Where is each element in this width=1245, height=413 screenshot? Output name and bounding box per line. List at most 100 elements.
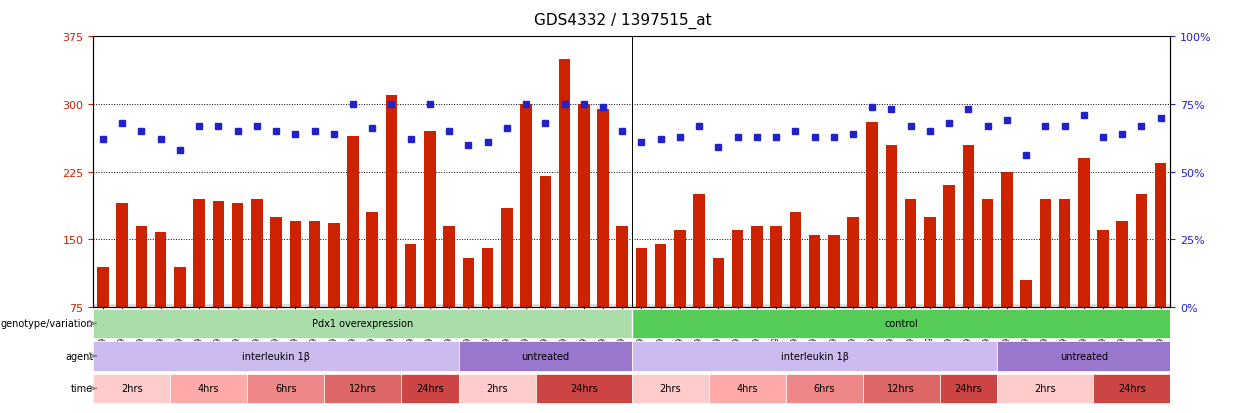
Bar bbox=[401, 305, 421, 307]
Bar bbox=[112, 305, 132, 307]
Bar bbox=[421, 305, 439, 307]
FancyBboxPatch shape bbox=[708, 374, 786, 403]
FancyBboxPatch shape bbox=[93, 374, 171, 403]
Bar bbox=[1040, 199, 1051, 375]
Text: 24hrs: 24hrs bbox=[570, 384, 598, 394]
Bar bbox=[1152, 305, 1170, 307]
Bar bbox=[806, 305, 824, 307]
Text: time: time bbox=[71, 384, 93, 394]
Bar bbox=[824, 305, 843, 307]
FancyBboxPatch shape bbox=[458, 374, 535, 403]
Bar bbox=[290, 222, 301, 375]
Text: Pdx1 overexpression: Pdx1 overexpression bbox=[312, 319, 413, 329]
Bar bbox=[443, 226, 454, 375]
Bar bbox=[1117, 222, 1128, 375]
Bar bbox=[997, 305, 1016, 307]
Bar bbox=[1113, 305, 1132, 307]
Bar bbox=[497, 305, 517, 307]
FancyBboxPatch shape bbox=[324, 374, 401, 403]
Bar bbox=[232, 204, 243, 375]
Bar bbox=[747, 305, 767, 307]
Bar bbox=[386, 96, 397, 375]
Bar bbox=[940, 305, 959, 307]
Bar bbox=[751, 226, 763, 375]
Text: 4hrs: 4hrs bbox=[198, 384, 219, 394]
Bar bbox=[327, 224, 340, 375]
Bar bbox=[708, 305, 728, 307]
Text: 4hrs: 4hrs bbox=[737, 384, 758, 394]
Bar bbox=[728, 305, 747, 307]
Bar bbox=[248, 305, 266, 307]
Bar bbox=[151, 305, 171, 307]
Bar bbox=[962, 145, 974, 375]
Bar bbox=[132, 305, 151, 307]
Bar bbox=[309, 222, 320, 375]
Text: genotype/variation: genotype/variation bbox=[1, 319, 93, 329]
Bar bbox=[463, 258, 474, 375]
Text: 12hrs: 12hrs bbox=[888, 384, 915, 394]
Bar bbox=[1078, 159, 1089, 375]
Text: 2hrs: 2hrs bbox=[487, 384, 508, 394]
Text: interleukin 1β: interleukin 1β bbox=[781, 351, 849, 361]
Bar bbox=[690, 305, 708, 307]
Bar bbox=[863, 305, 881, 307]
FancyBboxPatch shape bbox=[940, 374, 997, 403]
FancyBboxPatch shape bbox=[401, 374, 458, 403]
Text: 2hrs: 2hrs bbox=[660, 384, 681, 394]
Text: 24hrs: 24hrs bbox=[416, 384, 443, 394]
Bar bbox=[670, 305, 690, 307]
Bar bbox=[959, 305, 979, 307]
Bar bbox=[1135, 195, 1147, 375]
Bar bbox=[944, 186, 955, 375]
FancyBboxPatch shape bbox=[1093, 374, 1170, 403]
Bar bbox=[1058, 199, 1071, 375]
Bar bbox=[520, 105, 532, 375]
FancyBboxPatch shape bbox=[786, 374, 863, 403]
Bar bbox=[1055, 305, 1074, 307]
Bar bbox=[979, 305, 997, 307]
Bar bbox=[1097, 231, 1109, 375]
Text: interleukin 1β: interleukin 1β bbox=[242, 351, 310, 361]
Bar bbox=[366, 213, 378, 375]
Bar bbox=[517, 305, 535, 307]
Bar bbox=[848, 217, 859, 375]
Bar bbox=[789, 213, 801, 375]
Bar bbox=[362, 305, 382, 307]
Bar bbox=[809, 235, 820, 375]
Bar bbox=[193, 199, 205, 375]
Bar bbox=[344, 305, 362, 307]
Bar bbox=[905, 199, 916, 375]
Bar bbox=[1001, 172, 1012, 375]
Bar bbox=[655, 244, 666, 375]
Bar bbox=[982, 199, 994, 375]
Bar bbox=[458, 305, 478, 307]
Bar bbox=[189, 305, 209, 307]
Text: 24hrs: 24hrs bbox=[1118, 384, 1145, 394]
Bar bbox=[578, 105, 590, 375]
Bar bbox=[266, 305, 285, 307]
Bar bbox=[885, 145, 898, 375]
Text: GDS4332 / 1397515_at: GDS4332 / 1397515_at bbox=[534, 12, 711, 28]
Bar bbox=[251, 199, 263, 375]
FancyBboxPatch shape bbox=[248, 374, 324, 403]
Bar bbox=[425, 132, 436, 375]
Text: 24hrs: 24hrs bbox=[955, 384, 982, 394]
Bar bbox=[500, 208, 513, 375]
Bar bbox=[828, 235, 839, 375]
FancyBboxPatch shape bbox=[171, 374, 248, 403]
Bar bbox=[228, 305, 248, 307]
Text: 12hrs: 12hrs bbox=[349, 384, 376, 394]
Bar bbox=[535, 305, 555, 307]
Bar bbox=[559, 60, 570, 375]
Bar bbox=[209, 305, 228, 307]
Bar bbox=[93, 305, 112, 307]
Text: control: control bbox=[884, 319, 918, 329]
Text: untreated: untreated bbox=[1059, 351, 1108, 361]
Bar bbox=[174, 267, 186, 375]
FancyBboxPatch shape bbox=[997, 342, 1170, 371]
FancyBboxPatch shape bbox=[93, 342, 458, 371]
Bar bbox=[539, 177, 552, 375]
Bar bbox=[843, 305, 863, 307]
Bar bbox=[439, 305, 458, 307]
Bar bbox=[347, 136, 359, 375]
